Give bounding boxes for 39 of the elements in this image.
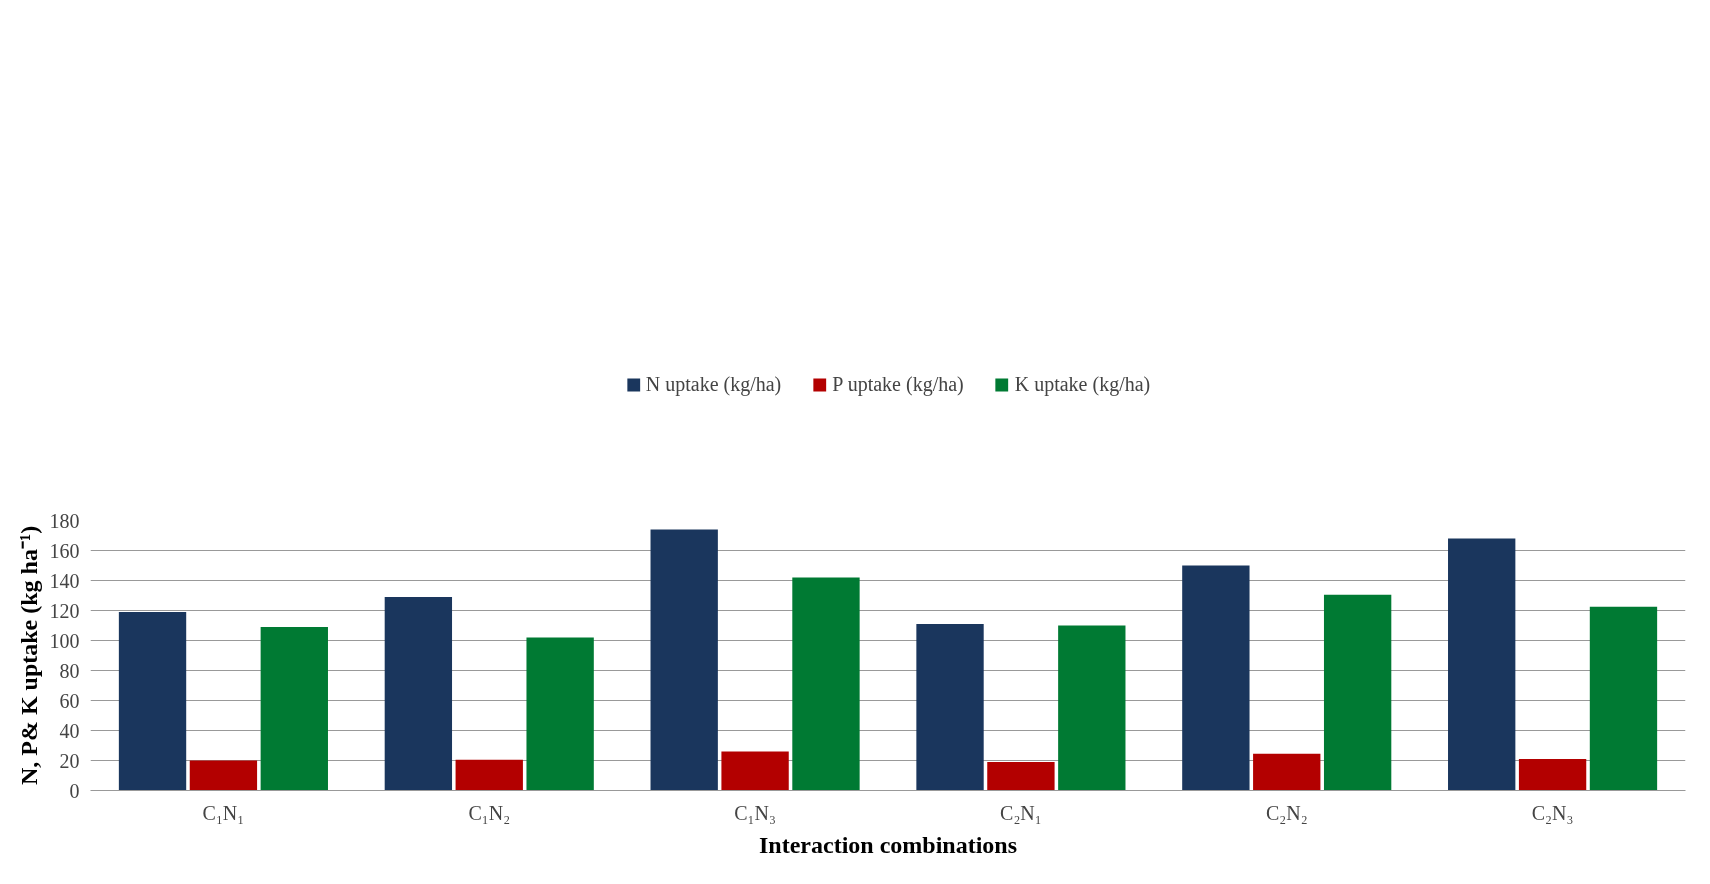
bar: [384, 597, 453, 791]
x-tick-label: C₂N₁: [1000, 801, 1042, 824]
bar: [650, 529, 718, 791]
bar: [1323, 594, 1392, 791]
bar: [1589, 606, 1658, 791]
bar: [721, 751, 789, 791]
x-tick-label: C₁N₃: [734, 801, 776, 824]
y-tick-label: 100: [49, 629, 80, 652]
y-tick-label: 40: [59, 719, 80, 742]
y-tick-label: 160: [49, 539, 80, 562]
bar: [1182, 565, 1250, 791]
bar: [526, 637, 594, 791]
x-tick-label: C₁N₂: [468, 801, 511, 824]
x-tick-label: C₂N₂: [1265, 801, 1308, 824]
y-tick-label: 80: [59, 659, 80, 682]
legend-label: N uptake (kg/ha): [645, 372, 782, 396]
x-axis-title: Interaction combinations: [759, 831, 1017, 858]
y-tick-label: 180: [49, 509, 80, 532]
bar: [1058, 625, 1126, 791]
legend-label: P uptake (kg/ha): [832, 372, 964, 396]
bar: [1448, 538, 1516, 791]
y-tick-label: 20: [59, 749, 80, 772]
legend-label: K uptake (kg/ha): [1014, 372, 1151, 396]
y-tick-label: 140: [49, 569, 80, 592]
bar: [455, 759, 523, 791]
y-axis-title: N, P& K uptake (kg ha⁻¹): [15, 525, 42, 786]
bar: [1253, 753, 1321, 791]
bar: [260, 627, 328, 791]
bar: [987, 762, 1055, 791]
y-tick-label: 60: [59, 689, 80, 712]
bar: [792, 577, 860, 791]
y-tick-label: 120: [49, 599, 80, 622]
bar: [118, 612, 187, 791]
bar: [916, 624, 984, 791]
bar: [189, 760, 258, 791]
y-tick-label: 0: [69, 779, 80, 802]
x-tick-label: C₂N₃: [1531, 801, 1574, 824]
x-tick-label: C₁N₁: [202, 801, 245, 824]
bar: [1518, 759, 1587, 791]
